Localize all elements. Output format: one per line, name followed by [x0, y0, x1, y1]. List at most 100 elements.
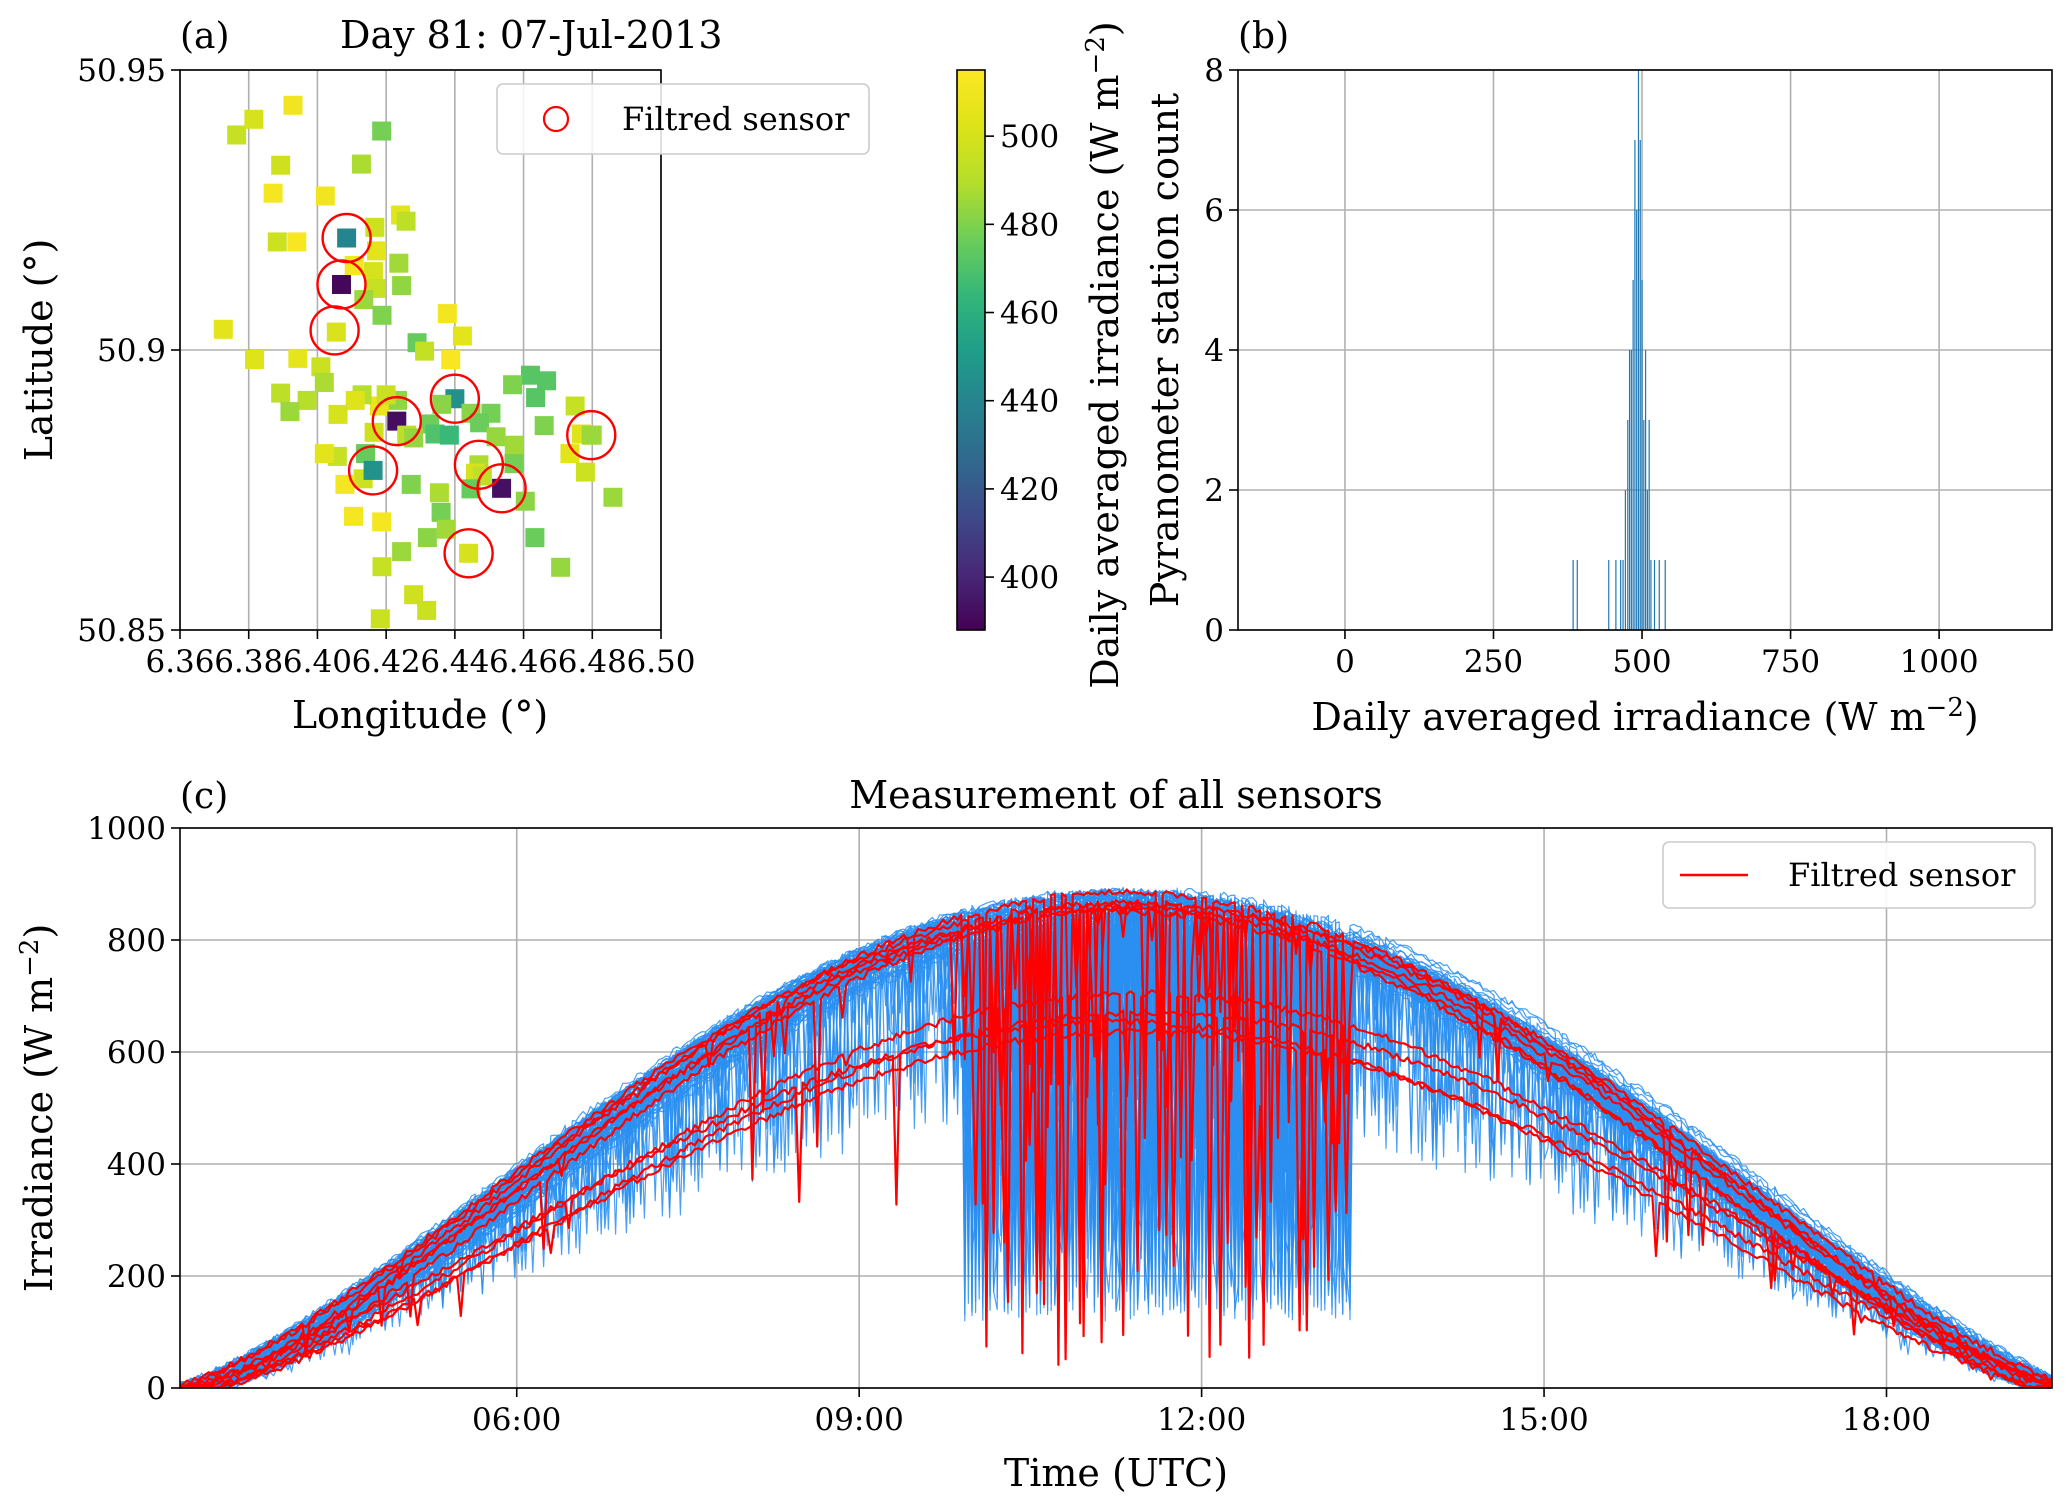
panel-c-ylabel: Irradiance (W m−2)	[15, 924, 61, 1293]
y-tick-label: 800	[107, 923, 166, 959]
panel-c-xlabel: Time (UTC)	[1004, 1451, 1228, 1495]
histogram-bar	[1632, 280, 1634, 630]
legend-circle-marker	[542, 105, 570, 133]
x-tick-label: 6.36	[145, 644, 214, 680]
sensor-point	[504, 454, 524, 474]
histogram-bar	[1615, 560, 1617, 630]
colorbar-tick-label: 400	[1000, 560, 1059, 596]
histogram-bar	[1648, 420, 1650, 630]
sensor-point	[560, 444, 580, 464]
colorbar-tick-label: 440	[1000, 384, 1059, 420]
sensor-point	[515, 491, 535, 511]
sensor-point	[288, 348, 308, 368]
sensor-point	[372, 305, 392, 325]
x-tick-label: 6.44	[420, 644, 489, 680]
sensor-point	[227, 125, 247, 145]
sensor-point	[297, 390, 317, 410]
panel-c-label: (c)	[180, 776, 228, 817]
sensor-point	[263, 183, 283, 203]
filtered-sensor-series	[180, 989, 2052, 1388]
histogram-bar	[1608, 560, 1610, 630]
sensor-point	[314, 372, 334, 392]
panel-a-legend: Filtred sensor	[496, 83, 870, 155]
panel-b-label: (b)	[1238, 16, 1289, 57]
x-tick-label: 6.38	[214, 644, 283, 680]
sensor-point	[537, 371, 557, 391]
histogram-bar	[1650, 560, 1652, 630]
filtered-sensor-marker	[476, 463, 527, 514]
colorbar-tick-label: 420	[1000, 472, 1059, 508]
panel-c-legend-box	[1662, 841, 2036, 909]
histogram-bar	[1627, 420, 1629, 630]
x-tick-label: 500	[1612, 644, 1671, 680]
sensor-point	[504, 435, 524, 455]
panel-b-xlabel-close: )	[1964, 695, 1979, 739]
sensor-point	[429, 483, 449, 503]
panel-a-legend-label: Filtred sensor	[622, 100, 850, 138]
panel-b-ylabel: Pyranometer station count	[1143, 93, 1187, 607]
sensor-point	[439, 425, 459, 445]
x-tick-label: 0	[1335, 644, 1355, 680]
colorbar-tick-label: 480	[1000, 207, 1059, 243]
sensor-point	[551, 557, 571, 577]
sensor-point	[534, 416, 554, 436]
sensor-point	[363, 262, 383, 282]
colorbar-gradient	[957, 70, 985, 630]
sensor-point	[392, 276, 412, 296]
x-tick-label: 250	[1464, 644, 1523, 680]
sensor-point	[486, 427, 506, 447]
sensor-point	[392, 542, 412, 562]
sensor-point	[267, 232, 287, 252]
sensor-point	[437, 304, 457, 324]
histogram-bar	[1636, 210, 1638, 630]
histogram-bar	[1643, 420, 1645, 630]
histogram-bar	[1653, 560, 1656, 630]
colorbar-label-close: )	[1083, 21, 1127, 36]
sensor-point	[401, 474, 421, 494]
sensor-point	[213, 319, 233, 339]
y-tick-label: 1000	[87, 811, 166, 847]
sensor-point	[503, 375, 523, 395]
panel-b-xlabel-sup: −2	[1926, 693, 1964, 723]
filtered-sensor-marker	[566, 409, 617, 461]
sensor-point	[525, 528, 545, 548]
x-tick-label: 18:00	[1842, 1402, 1931, 1438]
sensor-point	[314, 444, 334, 464]
sensor-point	[372, 512, 392, 532]
sensor-point	[452, 326, 472, 346]
filtered-sensor-series	[180, 902, 2052, 1388]
sensor-point	[431, 502, 451, 522]
sensor-point	[376, 385, 396, 405]
filtered-sensor-marker	[371, 395, 422, 447]
filtered-sensor-series	[180, 1027, 2052, 1388]
sensor-point	[603, 487, 623, 507]
y-tick-label: 6	[1204, 193, 1224, 229]
sensor-point	[417, 600, 437, 620]
sensor-point	[326, 322, 346, 342]
panel-a-title: Day 81: 07-Jul-2013	[340, 13, 723, 57]
panel-c-ylabel-close: )	[17, 924, 61, 939]
panel-c-ticks: 06:00 09:00 12:00 15:00 18:00 0 200 400 600 800 10…	[87, 811, 1931, 1438]
y-tick-label: 50.85	[77, 613, 166, 649]
sensor-point	[283, 95, 303, 115]
x-tick-label: 15:00	[1499, 1402, 1588, 1438]
y-tick-label: 50.95	[77, 53, 166, 89]
histogram-bar	[1630, 350, 1632, 630]
filtered-sensor-marker	[347, 445, 399, 496]
panel-b-xlabel: Daily averaged irradiance (W m−2)	[1311, 693, 1978, 739]
y-tick-label: 4	[1204, 333, 1224, 369]
colorbar-label: Daily averaged irradiance (W m−2)	[1081, 21, 1127, 688]
panel-c-ylabel-sup: −2	[15, 939, 45, 977]
sensor-point	[315, 186, 335, 206]
y-tick-label: 2	[1204, 473, 1224, 509]
histogram-bar	[1641, 280, 1643, 630]
sensor-point	[470, 413, 490, 433]
y-tick-label: 8	[1204, 53, 1224, 89]
histogram-bar	[1646, 490, 1648, 630]
panel-a-legend-box	[496, 83, 870, 155]
panel-c-legend: Filtred sensor	[1662, 841, 2036, 909]
sensor-point	[280, 402, 300, 422]
filtered-sensor-marker	[309, 305, 360, 356]
